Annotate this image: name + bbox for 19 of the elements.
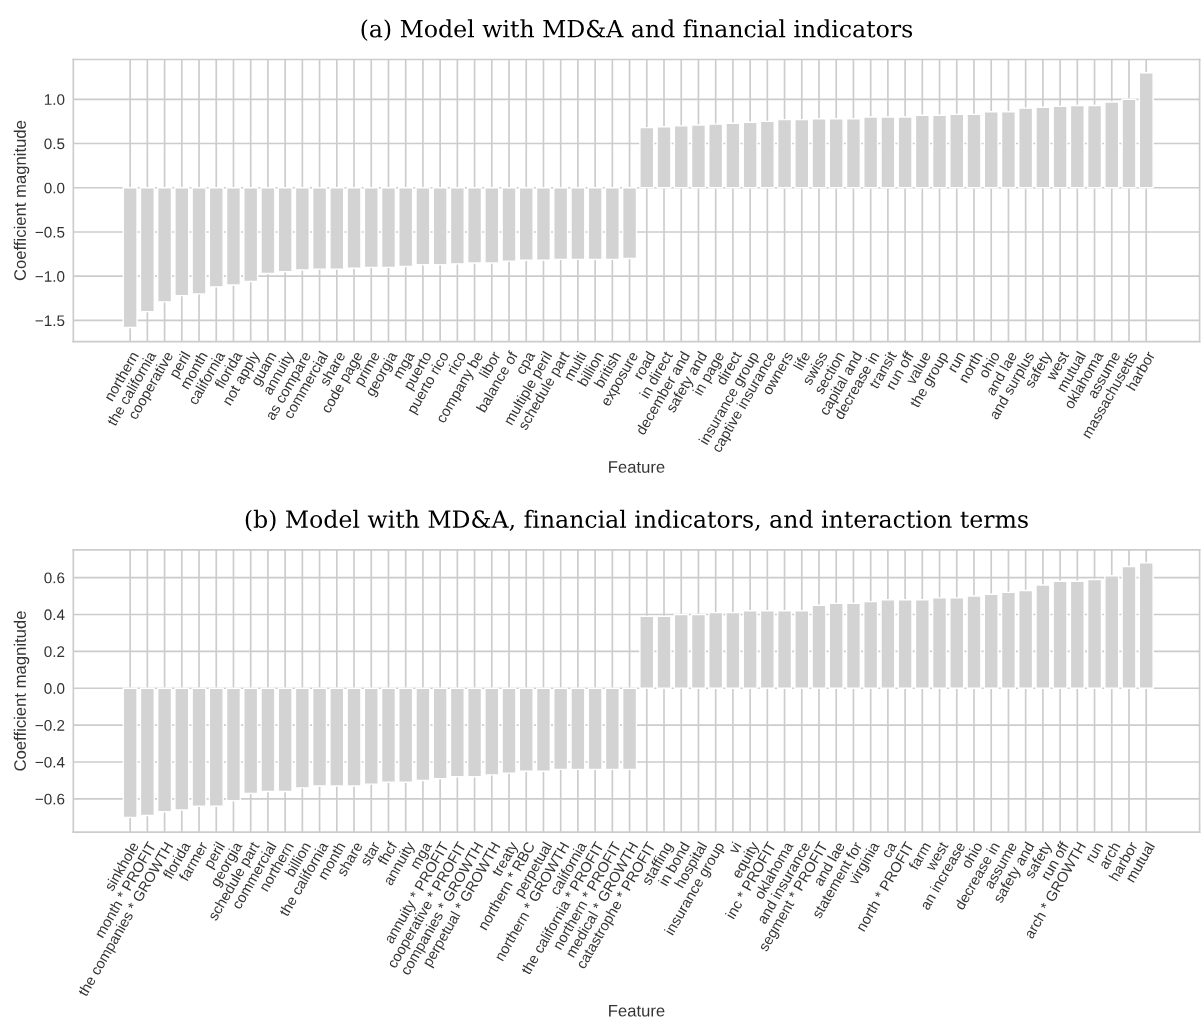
y-axis-title: Coefficient magnitude [13,120,30,281]
x-axis-title: Feature [609,461,665,473]
y-tick-label: 0.0 [44,683,65,694]
x-axis-title: Feature [609,1004,665,1017]
y-tick-label: −1.5 [35,315,65,327]
y-tick-label: −0.4 [35,756,65,768]
y-tick-label: 1.0 [44,94,65,105]
y-axis-title: Coefficient magnitude [13,611,30,771]
chart-title: (a) Model with MD&A and financial indicators [361,19,913,41]
y-tick-label: 0.2 [44,646,65,658]
y-tick-label: 0.6 [44,572,65,584]
y-tick-label: −0.2 [35,719,65,731]
y-tick-label: 0.5 [44,138,65,150]
y-tick-label: −0.5 [35,226,65,238]
y-tick-label: 0.0 [44,182,65,194]
y-tick-label: −1.0 [35,271,65,282]
y-tick-label: −0.6 [35,793,65,805]
chart-title: (b) Model with MD&A, financial indicators, and interaction terms [245,509,1028,532]
y-tick-label: 0.4 [44,609,65,621]
